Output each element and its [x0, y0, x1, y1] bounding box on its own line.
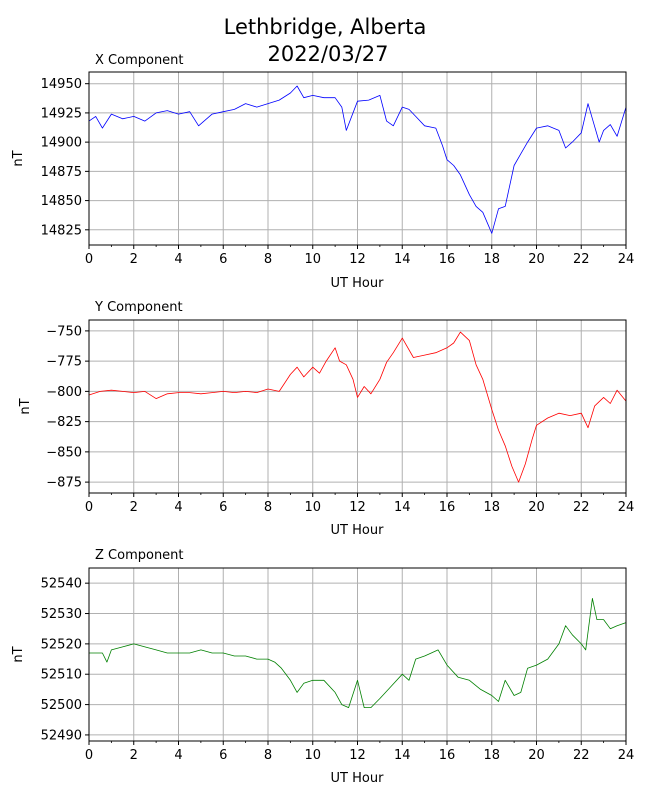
- z-component-y-tick-label: 52520: [41, 637, 82, 652]
- z-component-x-tick-label: 0: [85, 748, 93, 763]
- y-component-x-tick-label: 8: [264, 500, 272, 515]
- x-component-plot-frame: [88, 71, 627, 246]
- x-component-panel: X Component UT Hour nT 0 2 4 6 8 10 12 14 16 18 20…: [11, 53, 634, 291]
- y-component-x-tick-label: 0: [85, 500, 93, 515]
- z-component-panel: Z Component UT Hour nT 0 2 4 6 8 10 12 14 16 18 20…: [11, 548, 634, 786]
- z-component-y-tick-label: 52540: [41, 577, 82, 592]
- z-component-x-tick-label: 4: [174, 748, 182, 763]
- y-component-xlabel: UT Hour: [331, 523, 385, 538]
- y-component-x-tick-label: 12: [349, 500, 366, 515]
- figure-title-location: Lethbridge, Alberta: [224, 15, 427, 39]
- y-component-x-tick-label: 2: [130, 500, 138, 515]
- z-component-x-tick-label: 14: [394, 748, 411, 763]
- z-component-x-tick-label: 6: [219, 748, 227, 763]
- x-component-x-tick-label: 12: [349, 252, 366, 267]
- x-component-x-tick-label: 24: [618, 252, 635, 267]
- z-component-y-tick-label: 52500: [41, 698, 82, 713]
- y-component-x-tick-label: 22: [573, 500, 590, 515]
- x-component-y-tick-label: 14950: [41, 77, 82, 92]
- x-component-x-tick-label: 4: [174, 252, 182, 267]
- y-component-panel: Y Component UT Hour nT 0 2 4 6 8 10 12 14 16 18 20…: [18, 300, 634, 538]
- z-component-x-tick-label: 22: [573, 748, 590, 763]
- z-component-title: Z Component: [95, 548, 184, 563]
- z-component-x-tick-label: 16: [439, 748, 456, 763]
- y-component-x-tick-label: 4: [174, 500, 182, 515]
- y-component-y-tick-label: −750: [46, 324, 82, 339]
- z-component-y-tick-label: 52510: [41, 668, 82, 683]
- x-component-x-tick-label: 2: [130, 252, 138, 267]
- x-component-x-tick-label: 10: [304, 252, 321, 267]
- x-component-x-tick-label: 8: [264, 252, 272, 267]
- x-component-x-tick-label: 14: [394, 252, 411, 267]
- x-component-y-tick-label: 14925: [41, 106, 82, 121]
- y-component-y-tick-label: −800: [46, 385, 82, 400]
- x-component-x-tick-label: 18: [483, 252, 500, 267]
- x-component-x-tick-label: 20: [528, 252, 545, 267]
- z-component-xlabel: UT Hour: [331, 771, 385, 786]
- z-component-x-tick-label: 18: [483, 748, 500, 763]
- x-component-x-tick-label: 16: [439, 252, 456, 267]
- y-component-x-tick-label: 6: [219, 500, 227, 515]
- y-component-x-tick-label: 10: [304, 500, 321, 515]
- y-component-y-tick-label: −875: [46, 476, 82, 491]
- x-component-y-tick-label: 14875: [41, 165, 82, 180]
- z-component-x-tick-label: 8: [264, 748, 272, 763]
- x-component-y-tick-label: 14850: [41, 194, 82, 209]
- z-component-y-tick-label: 52530: [41, 607, 82, 622]
- y-component-y-tick-label: −850: [46, 445, 82, 460]
- y-component-y-tick-label: −775: [46, 355, 82, 370]
- x-component-ylabel: nT: [11, 150, 26, 166]
- y-component-x-tick-label: 18: [483, 500, 500, 515]
- x-component-x-tick-label: 22: [573, 252, 590, 267]
- y-component-series-line: [88, 331, 627, 483]
- z-component-series-line: [89, 598, 627, 708]
- x-component-xlabel: UT Hour: [331, 276, 385, 291]
- y-component-x-tick-label: 16: [439, 500, 456, 515]
- x-component-x-tick-label: 6: [219, 252, 227, 267]
- y-component-x-tick-label: 14: [394, 500, 411, 515]
- z-component-x-tick-label: 12: [349, 748, 366, 763]
- figure-title-date: 2022/03/27: [267, 42, 388, 66]
- z-component-y-tick-label: 52490: [41, 728, 82, 743]
- y-component-x-tick-label: 24: [618, 500, 635, 515]
- x-component-y-tick-label: 14825: [41, 223, 82, 238]
- z-component-ylabel: nT: [11, 646, 26, 662]
- y-component-ylabel: nT: [18, 398, 33, 414]
- y-component-x-tick-label: 20: [528, 500, 545, 515]
- z-component-x-tick-label: 2: [130, 748, 138, 763]
- y-component-plot-frame: [88, 319, 627, 494]
- x-component-series-line: [88, 85, 627, 234]
- z-component-x-tick-label: 10: [304, 748, 321, 763]
- x-component-title: X Component: [95, 53, 184, 68]
- y-component-y-tick-label: −825: [46, 415, 82, 430]
- x-component-y-tick-label: 14900: [41, 136, 82, 151]
- z-component-x-tick-label: 24: [618, 748, 635, 763]
- z-component-x-tick-label: 20: [528, 748, 545, 763]
- y-component-title: Y Component: [94, 300, 183, 315]
- z-component-plot-frame: [88, 567, 627, 742]
- x-component-x-tick-label: 0: [85, 252, 93, 267]
